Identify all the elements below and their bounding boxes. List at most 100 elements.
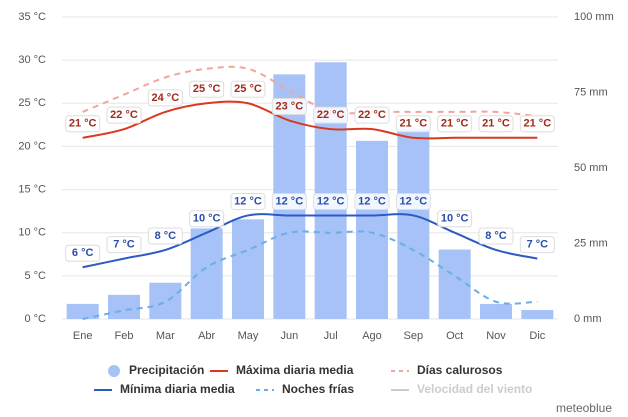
credit: meteoblue	[556, 401, 612, 415]
bar	[66, 303, 99, 319]
data-label-box	[395, 192, 431, 210]
y-tick-label: 25 °C	[18, 97, 46, 109]
data-label-text: 12 °C	[358, 195, 386, 207]
bar	[149, 282, 182, 319]
data-label: 21 °C	[65, 115, 101, 133]
legend-label: Máxima diaria media	[236, 363, 354, 377]
data-label: 21 °C	[395, 115, 431, 133]
data-label-box	[147, 89, 183, 107]
data-label-text: 22 °C	[317, 109, 345, 121]
data-label: 10 °C	[437, 210, 473, 228]
data-label-box	[271, 98, 307, 116]
data-label: 12 °C	[271, 192, 307, 210]
data-label-box	[519, 236, 555, 254]
dashed-line	[82, 230, 538, 320]
x-tick-label: Ago	[362, 330, 382, 342]
x-tick-label: Ene	[73, 330, 93, 342]
data-label-box	[106, 236, 142, 254]
data-label-text: 21 °C	[482, 118, 510, 130]
bar	[108, 294, 140, 319]
data-label-box	[354, 106, 390, 124]
data-label-box	[189, 80, 225, 98]
y-tick-label: 20 °C	[18, 140, 46, 152]
data-label-box	[354, 192, 390, 210]
data-label-text: 12 °C	[317, 195, 345, 207]
y-tick-label: 15 °C	[18, 183, 46, 195]
x-tick-label: Jun	[280, 330, 298, 342]
data-label-box	[106, 106, 142, 124]
data-label-box	[271, 192, 307, 210]
data-label-box	[230, 80, 266, 98]
data-label-text: 7 °C	[113, 239, 135, 251]
data-label-box	[313, 106, 349, 124]
y-tick-label: 30 °C	[18, 54, 46, 66]
data-label-box	[519, 115, 555, 133]
data-label-text: 23 °C	[276, 100, 304, 112]
bar	[397, 128, 430, 319]
data-label-text: 24 °C	[152, 92, 180, 104]
x-tick-label: May	[238, 330, 259, 342]
x-tick-label: Sep	[404, 330, 424, 342]
data-label-box	[313, 192, 349, 210]
line	[82, 213, 538, 269]
data-label: 12 °C	[313, 192, 349, 210]
dashed-line	[82, 65, 538, 118]
x-tick-label: Feb	[115, 330, 134, 342]
y2-tick-label: 100 mm	[574, 11, 614, 23]
x-tick-label: Dic	[529, 330, 545, 342]
bar	[356, 140, 388, 319]
legend-label: Días calurosos	[417, 363, 503, 377]
data-label: 21 °C	[478, 115, 514, 133]
data-label: 8 °C	[147, 227, 183, 245]
data-label: 24 °C	[147, 89, 183, 107]
data-label-box	[65, 244, 101, 262]
data-label-box	[230, 192, 266, 210]
x-tick-label: Nov	[486, 330, 506, 342]
data-label-box	[395, 115, 431, 133]
data-label: 23 °C	[271, 98, 307, 116]
data-label-text: 21 °C	[400, 118, 428, 130]
data-label: 7 °C	[519, 236, 555, 254]
data-label-text: 22 °C	[358, 109, 386, 121]
data-label: 22 °C	[106, 106, 142, 124]
data-label-box	[147, 227, 183, 245]
data-label-text: 8 °C	[155, 230, 177, 242]
y2-tick-label: 25 mm	[574, 237, 608, 249]
data-label: 25 °C	[230, 80, 266, 98]
legend-label: Noches frías	[282, 382, 354, 396]
data-label-text: 8 °C	[485, 230, 507, 242]
data-label-text: 12 °C	[276, 195, 304, 207]
bar	[232, 219, 264, 319]
data-label-text: 10 °C	[193, 213, 221, 225]
data-label-text: 21 °C	[524, 118, 552, 130]
y-tick-label: 5 °C	[24, 270, 46, 282]
legend-label: Mínima diaria media	[120, 382, 235, 396]
y-tick-label: 10 °C	[18, 227, 46, 239]
y2-tick-label: 0 mm	[574, 313, 602, 325]
data-label: 7 °C	[106, 236, 142, 254]
x-tick-label: Oct	[446, 330, 463, 342]
data-label: 21 °C	[437, 115, 473, 133]
data-label: 12 °C	[230, 192, 266, 210]
y2-tick-label: 50 mm	[574, 162, 608, 174]
legend-label: Precipitación	[129, 363, 204, 377]
bar	[314, 62, 347, 320]
data-label-box	[65, 115, 101, 133]
bar	[190, 228, 223, 319]
y-tick-label: 0 °C	[24, 313, 46, 325]
line	[82, 100, 538, 140]
legend-swatch	[108, 365, 120, 377]
data-label-text: 10 °C	[441, 213, 469, 225]
data-label: 22 °C	[354, 106, 390, 124]
data-label: 8 °C	[478, 227, 514, 245]
data-label-text: 21 °C	[69, 118, 97, 130]
data-label-text: 12 °C	[234, 195, 262, 207]
bar	[480, 303, 512, 319]
x-tick-label: Abr	[198, 330, 215, 342]
bar	[521, 309, 554, 319]
data-label: 12 °C	[354, 192, 390, 210]
data-label: 25 °C	[189, 80, 225, 98]
data-label: 12 °C	[395, 192, 431, 210]
data-label-text: 21 °C	[441, 118, 469, 130]
